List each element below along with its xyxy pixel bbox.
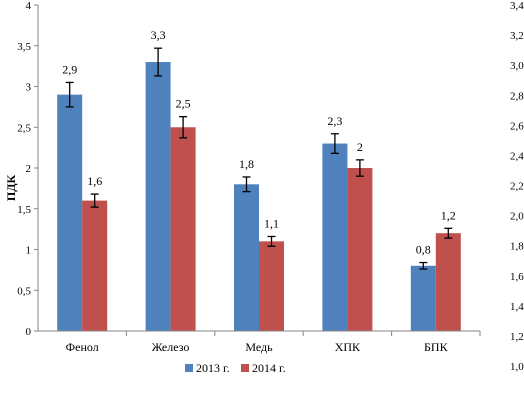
y-axis-title: ПДК <box>4 175 18 202</box>
data-label: 2,3 <box>327 114 342 128</box>
bar <box>322 143 348 331</box>
bar <box>170 127 196 331</box>
legend-swatch <box>241 364 249 372</box>
data-label: 1,1 <box>264 216 279 230</box>
secondary-tick-label: 3,2 <box>510 30 524 42</box>
secondary-tick-label: 1,6 <box>510 271 524 283</box>
category-label: Медь <box>245 340 273 354</box>
secondary-tick-label: 2,6 <box>510 120 524 132</box>
data-label: 0,8 <box>416 243 431 257</box>
secondary-tick-label: 3,0 <box>510 60 524 72</box>
data-label: 2,5 <box>176 97 191 111</box>
y-tick-label: 4 <box>26 0 32 12</box>
bar <box>145 62 171 332</box>
secondary-tick-label: 2,8 <box>510 90 524 102</box>
category-label: БПК <box>424 340 449 354</box>
y-tick-label: 0 <box>26 326 32 338</box>
data-label: 1,8 <box>239 157 254 171</box>
legend: 2013 г. 2014 г. <box>185 361 286 375</box>
secondary-tick-label: 2,4 <box>510 150 524 162</box>
secondary-tick-label: 2,0 <box>510 211 524 223</box>
bar <box>410 265 436 331</box>
bar <box>82 200 108 331</box>
secondary-tick-label: 1,8 <box>510 241 524 253</box>
secondary-tick-label: 1,0 <box>510 361 524 373</box>
y-tick-label: 0,5 <box>17 285 31 297</box>
axes <box>37 5 481 336</box>
y-tick-label: 2 <box>26 163 32 175</box>
legend-label: 2014 г. <box>252 361 286 375</box>
bar <box>347 168 373 331</box>
secondary-tick-label: 1,2 <box>510 331 524 343</box>
category-label: ХПК <box>335 340 361 354</box>
data-label: 1,2 <box>441 208 456 222</box>
bar <box>435 233 461 331</box>
secondary-tick-label: 3,4 <box>510 0 524 12</box>
bars: 2,9 1,6 3,3 2,5 1,8 1,1 2,3 2 0,8 1,2 <box>57 28 461 332</box>
y-tick-label: 3,5 <box>17 41 31 53</box>
bar <box>57 94 83 332</box>
y-tick-label: 1 <box>26 245 32 257</box>
data-label: 2 <box>357 140 363 154</box>
y-tick-label: 2,5 <box>17 122 31 134</box>
category-label: Фенол <box>66 340 99 354</box>
data-label: 2,9 <box>62 62 77 76</box>
bar <box>259 241 284 331</box>
bar <box>234 184 259 331</box>
y-axis-ticks: 0 0,5 1 1,5 2 2,5 3 3,5 4 <box>17 0 38 338</box>
legend-swatch <box>185 364 193 372</box>
data-label: 3,3 <box>151 28 166 42</box>
data-label: 1,6 <box>87 174 102 188</box>
y-tick-label: 3 <box>26 82 32 94</box>
category-labels: Фенол Железо Медь ХПК БПК <box>66 340 449 354</box>
category-label: Железо <box>152 340 190 354</box>
secondary-tick-label: 2,2 <box>510 181 524 193</box>
secondary-tick-label: 1,4 <box>510 301 524 313</box>
secondary-axis-ticks: 1,0 1,2 1,4 1,6 1,8 2,0 2,2 2,4 2,6 2,8 3,0 3,2 3,4 <box>510 0 524 373</box>
legend-label: 2013 г. <box>196 361 230 375</box>
y-tick-label: 1,5 <box>17 204 31 216</box>
